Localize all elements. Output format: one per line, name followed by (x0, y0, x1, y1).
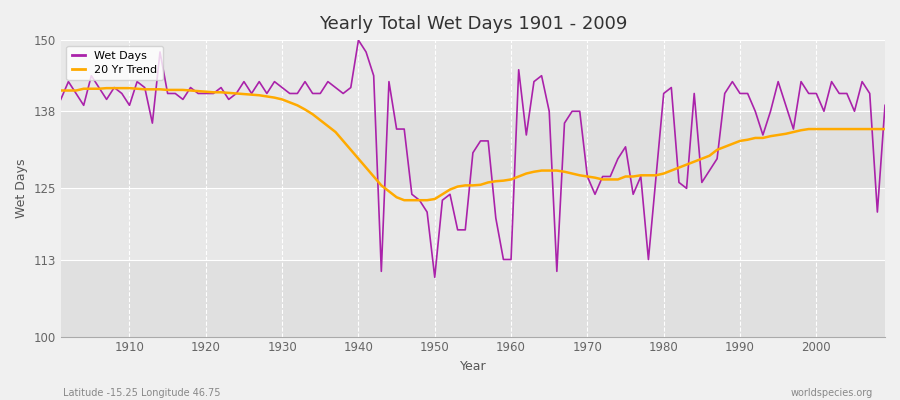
Wet Days (330, 85, 341, 90)
20 Yr Trend (399, 198, 410, 203)
Bar (61, 260, 885, 336)
Bar (61, 111, 885, 188)
Wet Days (429, 275, 440, 280)
Wet Days (513, 67, 524, 72)
Wet Days (284, 91, 295, 96)
X-axis label: Year: Year (460, 360, 486, 373)
20 Yr Trend (124, 86, 135, 90)
Legend: Wet Days, 20 Yr Trend: Wet Days, 20 Yr Trend (67, 46, 163, 80)
Wet Days (879, 103, 890, 108)
20 Yr Trend (338, 138, 348, 143)
Wet Days (116, 91, 127, 96)
Wet Days (521, 132, 532, 137)
20 Yr Trend (879, 127, 890, 132)
20 Yr Trend (101, 86, 112, 90)
Bar (61, 40, 885, 111)
Wet Days (613, 156, 624, 161)
Bar (61, 188, 885, 260)
Text: Latitude -15.25 Longitude 46.75: Latitude -15.25 Longitude 46.75 (63, 388, 220, 398)
20 Yr Trend (292, 103, 302, 108)
20 Yr Trend (56, 88, 67, 93)
Title: Yearly Total Wet Days 1901 - 2009: Yearly Total Wet Days 1901 - 2009 (319, 15, 627, 33)
Text: worldspecies.org: worldspecies.org (791, 388, 873, 398)
20 Yr Trend (513, 174, 524, 179)
Line: 20 Yr Trend: 20 Yr Trend (61, 88, 885, 200)
Line: Wet Days: Wet Days (61, 40, 885, 277)
Wet Days (56, 97, 67, 102)
20 Yr Trend (613, 177, 624, 182)
20 Yr Trend (521, 171, 532, 176)
Y-axis label: Wet Days: Wet Days (15, 158, 28, 218)
Wet Days (353, 38, 364, 42)
